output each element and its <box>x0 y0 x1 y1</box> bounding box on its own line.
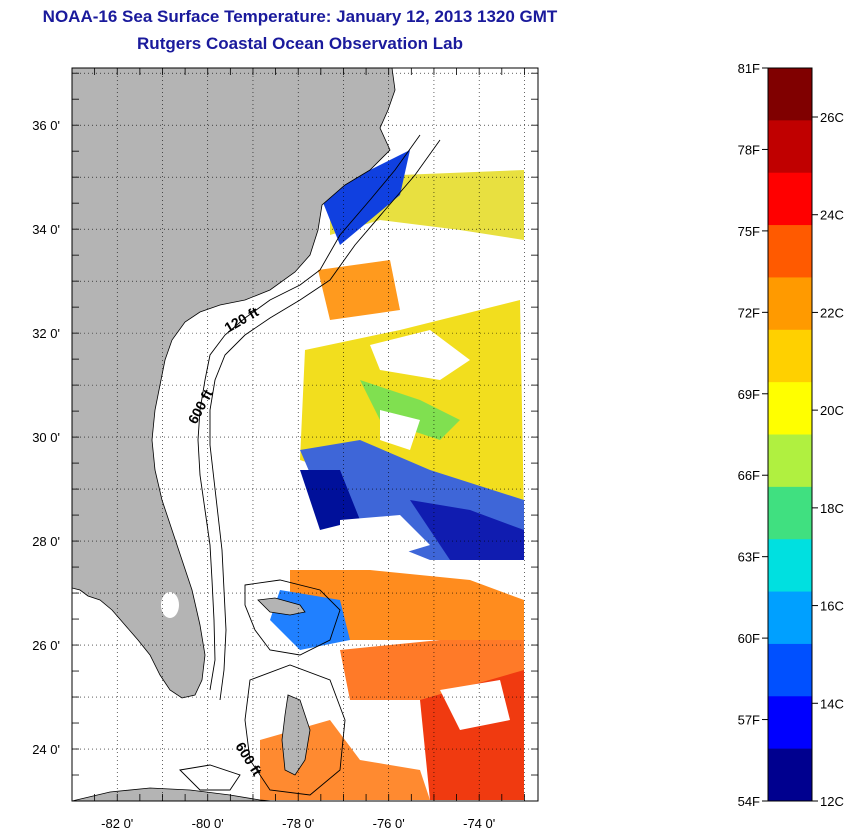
colorbar-swatch <box>768 68 812 121</box>
land-grand-bahama <box>257 597 306 616</box>
colorbar-label-f: 63F <box>738 550 760 565</box>
map-frame <box>71 67 539 802</box>
colorbar-label-f: 69F <box>738 387 760 402</box>
y-tick-label: 30 0' <box>32 430 60 445</box>
colorbar-label-f: 57F <box>738 713 760 728</box>
cloud-gap <box>370 330 470 380</box>
colorbar-label-c: 24C <box>820 208 844 223</box>
colorbar-label-c: 12C <box>820 794 844 809</box>
sst-data-layer <box>260 150 524 800</box>
cloud-gap <box>430 240 520 300</box>
colorbar-label-f: 72F <box>738 305 760 320</box>
colorbar-swatch <box>768 591 812 645</box>
colorbar-label-c: 26C <box>820 110 844 125</box>
cloud-gap <box>340 515 430 560</box>
cloud-gap <box>380 410 420 450</box>
lake-okeechobee <box>161 592 179 618</box>
colorbar-swatch <box>768 696 812 750</box>
land-andros-island <box>281 694 311 776</box>
sst-patch-green <box>360 380 460 440</box>
contour-cuba-shelf <box>179 764 241 791</box>
sst-patch-deep-blue <box>300 470 360 530</box>
colorbar-label-f: 60F <box>738 631 760 646</box>
colorbar-swatch <box>768 120 812 174</box>
colorbar-swatch <box>768 382 812 435</box>
colorbar-label-f: 81F <box>738 61 760 76</box>
map-subtitle: Rutgers Coastal Ocean Observation Lab <box>137 34 463 53</box>
map-title: NOAA-16 Sea Surface Temperature: January… <box>42 7 558 26</box>
y-tick-label: 32 0' <box>32 326 60 341</box>
colorbar-label-c: 16C <box>820 599 844 614</box>
map-plot-area <box>72 68 524 801</box>
colorbar-label-f: 66F <box>738 468 760 483</box>
colorbar-swatch <box>768 486 812 540</box>
colorbar-swatch <box>768 277 812 331</box>
x-tick-label: -76 0' <box>373 816 405 831</box>
y-tick-label: 26 0' <box>32 638 60 653</box>
sst-patch-cold-shelf <box>322 150 410 245</box>
y-tick-label: 24 0' <box>32 742 60 757</box>
colorbar-label-c: 20C <box>820 403 844 418</box>
land-mass-southeast-us <box>72 68 396 699</box>
colorbar-label-f: 75F <box>738 224 760 239</box>
x-tick-label: -82 0' <box>101 816 133 831</box>
sst-patch-navy <box>410 500 524 560</box>
y-tick-label: 36 0' <box>32 118 60 133</box>
cloud-gap <box>440 680 510 730</box>
colorbar-swatch <box>768 748 812 802</box>
y-tick-label: 34 0' <box>32 222 60 237</box>
graticule-grid <box>71 68 538 802</box>
colorbar-label-c: 22C <box>820 305 844 320</box>
contour-bahamas-bank <box>244 579 341 656</box>
contour-600ft <box>209 139 441 701</box>
colorbar-swatch <box>768 643 812 697</box>
sst-patch-orange-mid <box>290 570 524 650</box>
colorbar-swatch <box>768 539 812 593</box>
colorbar-swatch <box>768 434 812 488</box>
temperature-colorbar: 81F 78F 75F 72F 69F 66F 63F 60F 57F 54F 26C 24C 22C 2… <box>738 61 844 809</box>
contour-label: 600 ft <box>185 386 216 426</box>
contour-label: 120 ft <box>222 303 262 335</box>
colorbar-label-f: 78F <box>738 142 760 157</box>
colorbar-label-f: 54F <box>738 794 760 809</box>
x-tick-label: -74 0' <box>463 816 495 831</box>
colorbar-frame <box>767 67 813 802</box>
x-tick-label: -78 0' <box>282 816 314 831</box>
colorbar-label-c: 14C <box>820 696 844 711</box>
colorbar-swatch <box>768 329 812 383</box>
colorbar-swatch <box>768 225 812 278</box>
colorbar-label-c: 18C <box>820 501 844 516</box>
y-tick-label: 28 0' <box>32 534 60 549</box>
land-cuba <box>72 787 273 801</box>
contour-120ft <box>197 134 421 691</box>
contour-great-bahama-bank <box>244 664 346 796</box>
axis-ticks: -82 0' -80 0' -78 0' -76 0' -74 0' 36 0' 34 0'… <box>32 68 538 831</box>
sst-patch-orange-north <box>318 260 400 320</box>
x-tick-label: -80 0' <box>192 816 224 831</box>
colorbar-swatch <box>768 172 812 226</box>
